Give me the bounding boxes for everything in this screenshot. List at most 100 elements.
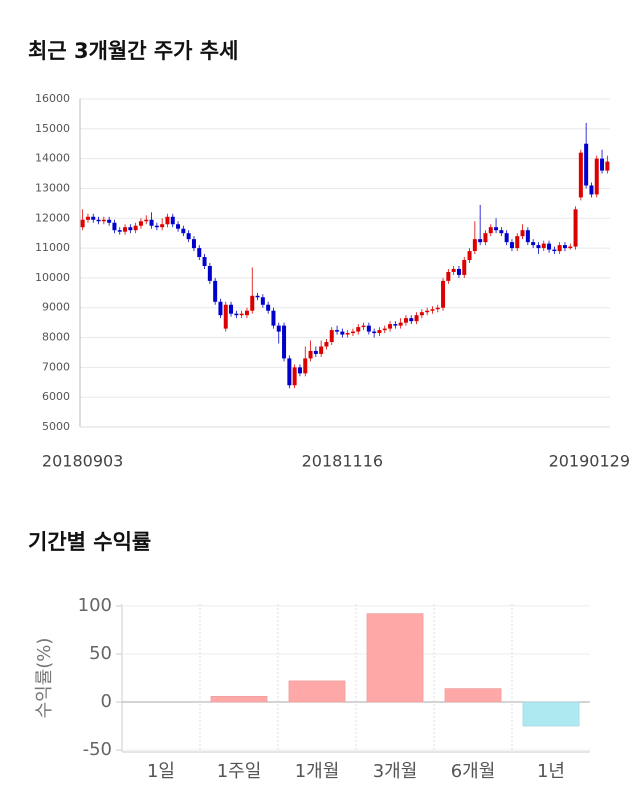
- candle-body: [488, 227, 493, 234]
- candle-body: [562, 245, 567, 249]
- y-tick-label: 10000: [35, 271, 70, 284]
- candle-body: [297, 367, 302, 374]
- candle-body: [515, 236, 520, 249]
- candle-body: [435, 307, 440, 310]
- candle-body: [101, 219, 106, 222]
- candle-body: [573, 209, 578, 247]
- candle-body: [176, 224, 181, 229]
- candle-body: [425, 310, 430, 313]
- candle-body: [594, 158, 599, 195]
- y-tick-label: 0: [101, 691, 112, 712]
- candle-body: [361, 325, 366, 328]
- candle-body: [393, 324, 398, 326]
- candle-body: [292, 367, 297, 386]
- candle-body: [271, 310, 276, 326]
- candle-body: [398, 322, 403, 326]
- candle-body: [91, 216, 96, 220]
- candle-body: [552, 249, 557, 252]
- candle-body: [557, 245, 562, 252]
- candle-body: [467, 251, 472, 261]
- candle-body: [541, 243, 546, 249]
- chart-title: 최근 3개월간 주가 추세: [28, 39, 238, 63]
- candle-body: [197, 248, 202, 258]
- candle-body: [218, 301, 223, 316]
- candle-body: [504, 233, 509, 243]
- candle-body: [266, 304, 271, 311]
- y-axis-label: 수익률(%): [34, 638, 55, 719]
- candle-body: [191, 239, 196, 249]
- candle-body: [112, 222, 117, 231]
- candle-body: [600, 158, 605, 171]
- candle-body: [202, 257, 207, 266]
- candle-body: [138, 221, 143, 226]
- chart-title: 기간별 수익률: [28, 530, 151, 554]
- candle-body: [456, 268, 461, 275]
- candle-body: [441, 280, 446, 308]
- candle-body: [366, 325, 371, 332]
- y-tick-label: 11000: [35, 241, 70, 254]
- candle-body: [255, 295, 260, 298]
- candle-body: [329, 330, 334, 343]
- candle-body: [605, 161, 610, 171]
- candle-body: [303, 358, 308, 374]
- candle-body: [584, 143, 589, 186]
- candle-body: [403, 318, 408, 323]
- candle-body: [308, 350, 313, 359]
- y-tick-label: 5000: [42, 420, 70, 433]
- x-tick-label: 20181116: [302, 452, 383, 471]
- candle-body: [223, 304, 228, 329]
- y-tick-label: 16000: [35, 92, 70, 105]
- candle-body: [340, 331, 345, 335]
- candle-body: [287, 358, 292, 386]
- x-tick-label: 1주일: [217, 761, 262, 782]
- candle-body: [123, 227, 128, 232]
- candle-body: [494, 227, 499, 231]
- y-tick-label: 8000: [42, 331, 70, 344]
- candle-body: [372, 331, 377, 334]
- candle-body: [520, 230, 525, 237]
- candle-body: [260, 297, 265, 305]
- bar: [444, 688, 502, 703]
- candle-body: [536, 245, 541, 249]
- candle-body: [578, 152, 583, 198]
- candle-body: [154, 225, 159, 228]
- bar: [522, 701, 580, 727]
- candle-body: [96, 219, 101, 222]
- candle-body: [430, 309, 435, 311]
- y-tick-label: 9000: [42, 301, 70, 314]
- candle-body: [207, 265, 212, 281]
- candle-body: [165, 216, 170, 225]
- x-tick-label: 1일: [147, 761, 175, 782]
- candle-body: [250, 295, 255, 311]
- y-tick-label: 100: [78, 595, 112, 616]
- candle-body: [107, 219, 112, 223]
- candle-body: [234, 313, 239, 316]
- candle-body: [382, 328, 387, 331]
- candle-body: [589, 185, 594, 195]
- candle-body: [414, 315, 419, 322]
- y-tick-label: 12000: [35, 211, 70, 224]
- x-tick-label: 1년: [537, 761, 565, 782]
- y-tick-label: 15000: [35, 122, 70, 135]
- candle-body: [451, 268, 456, 272]
- bar: [210, 695, 268, 703]
- y-tick-label: 13000: [35, 181, 70, 194]
- candle-body: [462, 260, 467, 275]
- candle-body: [345, 333, 350, 335]
- y-tick-label: 6000: [42, 390, 70, 403]
- x-tick-label: 1개월: [295, 761, 340, 782]
- candle-body: [186, 233, 191, 240]
- x-tick-label: 6개월: [451, 761, 496, 782]
- candle-body: [478, 239, 483, 243]
- candle-body: [282, 325, 287, 359]
- candle-body: [377, 330, 382, 334]
- candle-body: [181, 228, 186, 234]
- candle-body: [350, 331, 355, 334]
- candle-body: [547, 243, 552, 250]
- candle-body: [483, 233, 488, 243]
- y-tick-label: 50: [89, 643, 112, 664]
- candle-body: [144, 219, 149, 222]
- x-tick-label: 20190129: [549, 452, 630, 471]
- candle-body: [170, 216, 175, 225]
